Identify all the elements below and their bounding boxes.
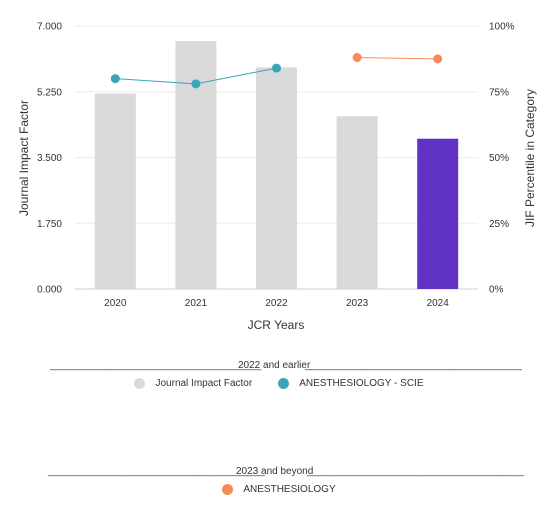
legend-group-title: 2022 and earlier xyxy=(238,360,311,371)
legend-group-2022-and-earlier: ______________________________________ 2… xyxy=(0,360,558,400)
legend-divider-right: _______________________________________ xyxy=(307,466,524,477)
legend-divider-left: ______________________________________ xyxy=(50,360,262,371)
series-point xyxy=(352,53,362,63)
legend-item-label: ANESTHESIOLOGY - SCIE xyxy=(299,378,424,389)
x-tick-label: 2021 xyxy=(185,298,208,309)
legend-divider-right: _______________________________________ xyxy=(305,360,522,371)
series-point xyxy=(272,63,281,73)
x-tick-label: 2020 xyxy=(104,298,127,309)
y-tick-label: 7.000 xyxy=(37,22,62,33)
legend-group-title: 2023 and beyond xyxy=(236,466,314,477)
x-tick-label: 2022 xyxy=(265,298,288,309)
legend-group-2023-and-beyond: _______________________________________ … xyxy=(0,466,558,506)
series-point xyxy=(191,79,201,89)
y2-tick-label: 50% xyxy=(489,153,509,164)
y2-tick-label: 75% xyxy=(489,87,509,98)
bar xyxy=(175,41,217,290)
bar xyxy=(94,93,136,289)
legend-swatch-gray-dot xyxy=(134,378,146,389)
series-point xyxy=(433,54,443,64)
legend-item-label: ANESTHESIOLOGY xyxy=(243,484,336,495)
y2-tick-label: 0% xyxy=(489,285,504,296)
bars xyxy=(94,41,459,290)
y-tick-label: 0.000 xyxy=(37,285,62,296)
legend-divider-left: _______________________________________ xyxy=(48,466,265,477)
legend-item-jif[interactable]: Journal Impact Factor xyxy=(134,378,252,389)
legend-item-anesthesiology-scie[interactable]: ANESTHESIOLOGY - SCIE xyxy=(278,378,424,389)
legend-item-label: Journal Impact Factor xyxy=(155,378,253,389)
y-tick-label: 5.250 xyxy=(37,87,62,98)
y-tick-label: 1.750 xyxy=(37,219,62,230)
legend-swatch-orange-dot xyxy=(222,484,234,495)
series-point xyxy=(110,74,120,84)
tick-labels: 0.000 1.750 3.500 5.250 7.000 0% 25% 50% 75% 100%… xyxy=(37,22,515,310)
bar xyxy=(336,116,378,290)
y-tick-label: 3.500 xyxy=(37,153,62,164)
x-axis-label: JCR Years xyxy=(248,318,305,332)
series-lines xyxy=(110,53,443,89)
y2-axis-label: JIF Percentile in Category xyxy=(523,89,537,227)
chart-plot: 0.000 1.750 3.500 5.250 7.000 0% 25% 50% 75% 100%… xyxy=(17,22,537,333)
series-line xyxy=(357,57,438,60)
bar xyxy=(417,138,459,289)
y2-tick-label: 100% xyxy=(489,22,515,33)
legend-item-anesthesiology[interactable]: ANESTHESIOLOGY xyxy=(222,484,336,495)
x-tick-label: 2023 xyxy=(346,298,369,309)
legend-swatch-teal-dot xyxy=(278,378,290,389)
y-axis-label: Journal Impact Factor xyxy=(17,100,31,216)
x-tick-label: 2024 xyxy=(427,298,450,309)
y2-tick-label: 25% xyxy=(489,219,509,230)
bar xyxy=(256,67,297,289)
